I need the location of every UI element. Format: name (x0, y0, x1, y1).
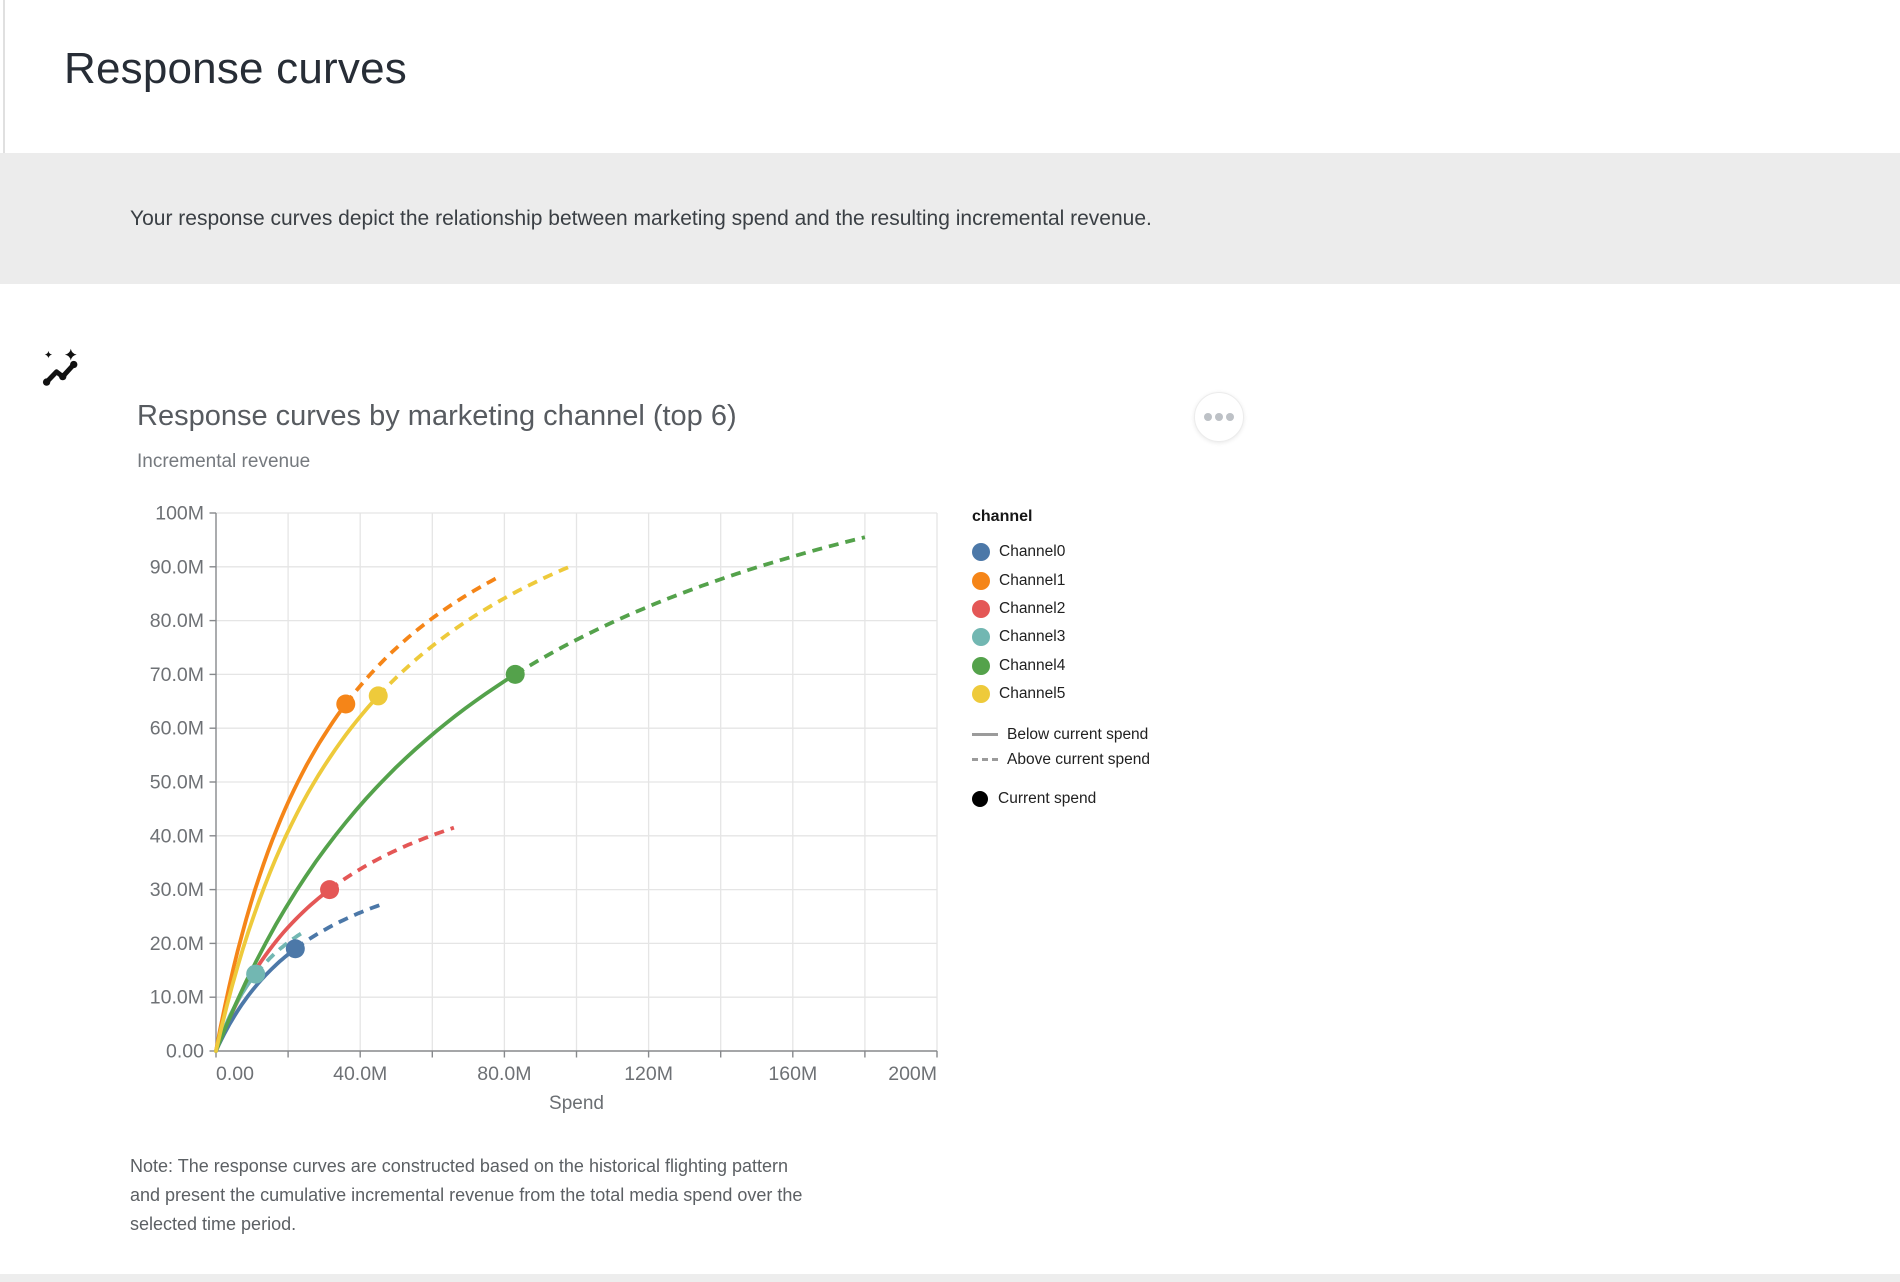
channel5-below-spend-curve (214, 694, 381, 1053)
chart-title: Response curves by marketing channel (to… (137, 400, 737, 432)
legend-item-channel1: Channel1 (972, 566, 1252, 594)
legend-label: Channel1 (999, 571, 1066, 589)
x-tick-label: 80.0M (477, 1063, 531, 1085)
note-line: selected time period. (130, 1214, 297, 1234)
note-line: Note: The response curves are constructe… (130, 1156, 789, 1176)
channel1-below-spend-curve (214, 702, 348, 1053)
chart-legend: channel Channel0 Channel1 Channel2 Channel3… (972, 508, 1252, 814)
channel-color-dot (972, 599, 990, 618)
insights-sparkline-icon (40, 348, 84, 392)
channel1-current-spend-dot (336, 694, 356, 714)
legend-channel-list: Channel0 Channel1 Channel2 Channel3 Channel4… (972, 538, 1252, 708)
note-line: and present the cumulative incremental r… (130, 1185, 803, 1205)
x-tick-label: 40.0M (333, 1063, 387, 1085)
y-tick-label: 50.0M (150, 772, 204, 794)
channel-color-dot (972, 656, 990, 675)
channel0-above-spend-curve (294, 901, 387, 951)
channel4-below-spend-curve (214, 672, 518, 1053)
legend-label: Channel2 (999, 599, 1066, 617)
legend-item-below-current-spend: Below current spend (972, 722, 1252, 747)
legend-label: Channel0 (999, 543, 1066, 561)
channel0-below-spend-curve (214, 946, 298, 1053)
y-tick-label: 80.0M (150, 610, 204, 632)
channel5-current-spend-dot (368, 686, 388, 706)
more-options-button[interactable] (1194, 392, 1244, 442)
legend-label: Channel3 (999, 628, 1066, 646)
response-curves-chart: 0.00 10.0M 20.0M 30.0M 40.0M 50.0M 60.0M 70.0M 8… (150, 503, 938, 1114)
x-tick-label: 120M (624, 1063, 673, 1085)
insight-banner: Your response curves depict the relation… (0, 153, 1900, 386)
channel-color-dot (972, 543, 990, 562)
current-spend-dot-swatch (972, 791, 988, 808)
y-tick-label: 10.0M (150, 987, 204, 1009)
x-tick-label: 160M (768, 1063, 817, 1085)
more-horizontal-icon (1204, 413, 1234, 421)
channel4-above-spend-curve (514, 535, 866, 677)
x-axis-title: Spend (549, 1093, 604, 1114)
legend-item-channel3: Channel3 (972, 623, 1252, 651)
x-tick-label: 200M (888, 1063, 937, 1085)
page-title: Response curves (64, 44, 407, 93)
channel-color-dot (972, 685, 990, 704)
legend-label: Channel4 (999, 656, 1066, 674)
dashed-line-swatch (972, 758, 998, 762)
channel2-current-spend-dot (320, 880, 340, 900)
legend-item-above-current-spend: Above current spend (972, 747, 1252, 772)
legend-item-channel2: Channel2 (972, 595, 1252, 623)
y-tick-label: 30.0M (150, 879, 204, 901)
y-tick-label: 60.0M (150, 718, 204, 740)
chart-note: Note: The response curves are constructe… (130, 1152, 802, 1239)
y-tick-label: 0.00 (166, 1041, 204, 1063)
legend-line-styles: Below current spend Above current spend (972, 722, 1252, 772)
y-tick-label: 70.0M (150, 664, 204, 686)
channel-color-dot (972, 628, 990, 647)
legend-label: Above current spend (1007, 750, 1151, 768)
y-tick-label: 90.0M (150, 556, 204, 578)
banner-text: Your response curves depict the relation… (130, 206, 1152, 230)
channel0-current-spend-dot (285, 939, 305, 959)
x-tick-label: 0.00 (216, 1063, 254, 1085)
legend-item-current-spend: Current spend (972, 784, 1252, 814)
channel3-above-spend-curve (254, 931, 304, 976)
legend-item-channel4: Channel4 (972, 652, 1252, 680)
next-section-edge (0, 1274, 1900, 1282)
y-tick-label: 40.0M (150, 825, 204, 847)
legend-label: Current spend (998, 790, 1097, 808)
channel-color-dot (972, 571, 990, 590)
legend-label: Channel5 (999, 685, 1066, 703)
legend-label: Below current spend (1007, 725, 1149, 743)
legend-item-channel5: Channel5 (972, 680, 1252, 708)
channel4-current-spend-dot (505, 664, 525, 684)
channel1-above-spend-curve (344, 574, 502, 706)
channel2-above-spend-curve (328, 825, 455, 892)
legend-title: channel (972, 508, 1033, 525)
y-tick-label: 100M (155, 503, 204, 525)
legend-item-channel0: Channel0 (972, 538, 1252, 566)
solid-line-swatch (972, 733, 998, 737)
channel3-current-spend-dot (246, 964, 266, 984)
y-tick-label: 20.0M (150, 933, 204, 955)
channel5-above-spend-curve (376, 565, 571, 698)
y-axis-title: Incremental revenue (137, 451, 311, 472)
